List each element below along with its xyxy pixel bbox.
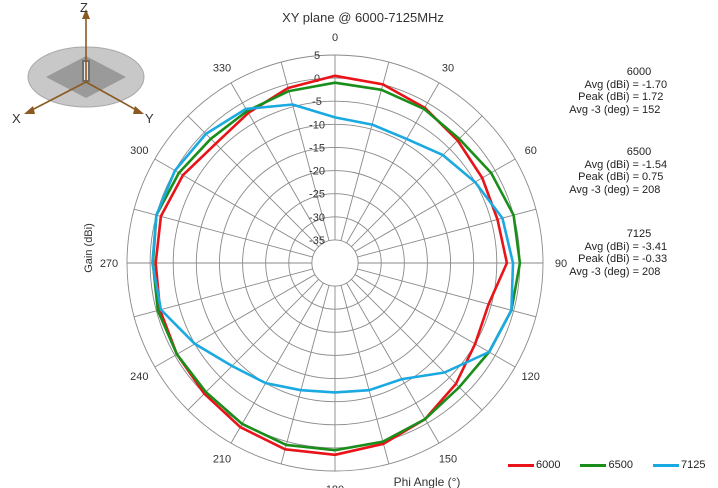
- angle-tick-label: 300: [130, 145, 148, 157]
- stats-value: 208: [642, 265, 661, 278]
- stats-label: Avg -3 (deg) =: [569, 103, 639, 116]
- legend: 6000 6500 7125: [508, 459, 718, 471]
- legend-item: 6000: [508, 459, 560, 471]
- grid-spoke: [351, 115, 483, 247]
- angle-tick-label: 30: [442, 62, 454, 74]
- stats-value: -1.70: [642, 78, 668, 91]
- stats-value: 1.72: [642, 91, 664, 103]
- legend-item: 7125: [652, 459, 706, 471]
- legend-swatch: [508, 463, 534, 467]
- grid-spoke: [280, 285, 330, 465]
- axes-orientation-icon: Z X Y: [12, 0, 154, 126]
- stats-label: Avg -3 (deg) =: [569, 265, 639, 278]
- legend-swatch: [580, 463, 607, 467]
- grid-spoke: [357, 268, 537, 318]
- stats-block-6500: 6500 Avg (dBi) = -1.54 Peak (dBi) = 0.75 A…: [560, 146, 678, 196]
- grid-spoke: [340, 285, 390, 465]
- legend-label: 6500: [608, 459, 633, 471]
- stats-label: Peak (dBi) =: [578, 171, 639, 183]
- angle-tick-label: 270: [100, 258, 118, 270]
- grid-spoke: [354, 158, 516, 252]
- radial-tick-label: -25: [309, 189, 325, 201]
- stats-block-6000: 6000 Avg (dBi) = -1.70 Peak (dBi) = 1.72 A…: [560, 66, 678, 116]
- grid-spoke: [357, 208, 537, 258]
- angle-tick-label: 120: [522, 371, 540, 383]
- stats-block-7125: 7125 Avg (dBi) = -3.41 Peak (dBi) = -0.33 …: [560, 228, 678, 278]
- series-line-6500: [151, 81, 522, 452]
- stats-title: 7125: [626, 228, 652, 240]
- radial-tick-labels: 5 0 -5 -10 -15 -20 -25 -30 -35: [309, 50, 325, 247]
- grid-spoke: [351, 279, 483, 411]
- legend-item: 6500: [580, 459, 633, 471]
- stats-value: -0.33: [642, 253, 668, 265]
- stats-label: Avg (dBi) =: [584, 78, 639, 91]
- grid-spoke: [354, 274, 516, 368]
- chart-title: XY plane @ 6000-7125MHz: [282, 10, 444, 25]
- series-line-6000: [154, 74, 509, 457]
- radial-tick-label: -10: [309, 119, 325, 131]
- angle-tick-label: 210: [213, 454, 231, 466]
- grid-spoke: [230, 282, 324, 444]
- angle-tick-label: 60: [525, 145, 537, 157]
- stats-value: -1.54: [642, 158, 668, 171]
- radial-tick-label: 5: [314, 50, 320, 62]
- series-layer: [151, 74, 522, 457]
- angle-tick-label: 90: [555, 258, 567, 270]
- x-axis-label: Phi Angle (°): [394, 475, 461, 488]
- stats-value: 152: [642, 103, 661, 116]
- angle-tick-label: 180: [326, 484, 344, 488]
- grid-spoke: [187, 115, 319, 247]
- stats-label: Peak (dBi) =: [578, 91, 639, 103]
- stats-label: Avg -3 (deg) =: [569, 183, 639, 196]
- radial-tick-label: -30: [309, 212, 325, 224]
- angle-tick-label: 0: [332, 32, 338, 44]
- angle-tick-label: 150: [439, 454, 457, 466]
- stats-title: 6000: [626, 66, 652, 78]
- axis-y-label: Y: [145, 111, 154, 126]
- legend-label: 7125: [680, 459, 706, 471]
- radial-tick-label: 0: [314, 73, 320, 85]
- grid-spoke: [133, 268, 313, 318]
- radial-tick-label: -5: [312, 96, 322, 108]
- grid-spoke: [340, 61, 390, 241]
- stats-label: Peak (dBi) =: [578, 253, 639, 265]
- legend-label: 6000: [536, 459, 561, 471]
- y-axis-label: Gain (dBi): [83, 223, 95, 273]
- legend-swatch: [652, 463, 679, 467]
- angle-tick-label: 240: [130, 371, 148, 383]
- stats-value: -3.41: [642, 240, 668, 253]
- grid-spoke: [154, 274, 316, 368]
- stats-value: 0.75: [642, 171, 664, 183]
- grid-spoke: [154, 158, 316, 252]
- stats-value: 208: [642, 183, 661, 196]
- angle-tick-label: 330: [213, 62, 231, 74]
- radial-tick-label: -20: [309, 166, 325, 178]
- grid-spoke: [133, 208, 313, 258]
- axis-z-label: Z: [80, 0, 88, 15]
- series-line-7125: [151, 103, 515, 394]
- radial-tick-label: -35: [309, 235, 325, 247]
- grid-spoke: [346, 282, 440, 444]
- axis-x-label: X: [12, 111, 21, 126]
- angle-tick-labels: 0 30 60 90 120 150 180 210 240 270 300 330: [100, 32, 567, 488]
- stats-label: Avg (dBi) =: [584, 240, 639, 253]
- grid-spoke: [187, 279, 319, 411]
- stats-label: Avg (dBi) =: [584, 158, 639, 171]
- radial-tick-label: -15: [309, 142, 325, 154]
- stats-title: 6500: [626, 146, 652, 158]
